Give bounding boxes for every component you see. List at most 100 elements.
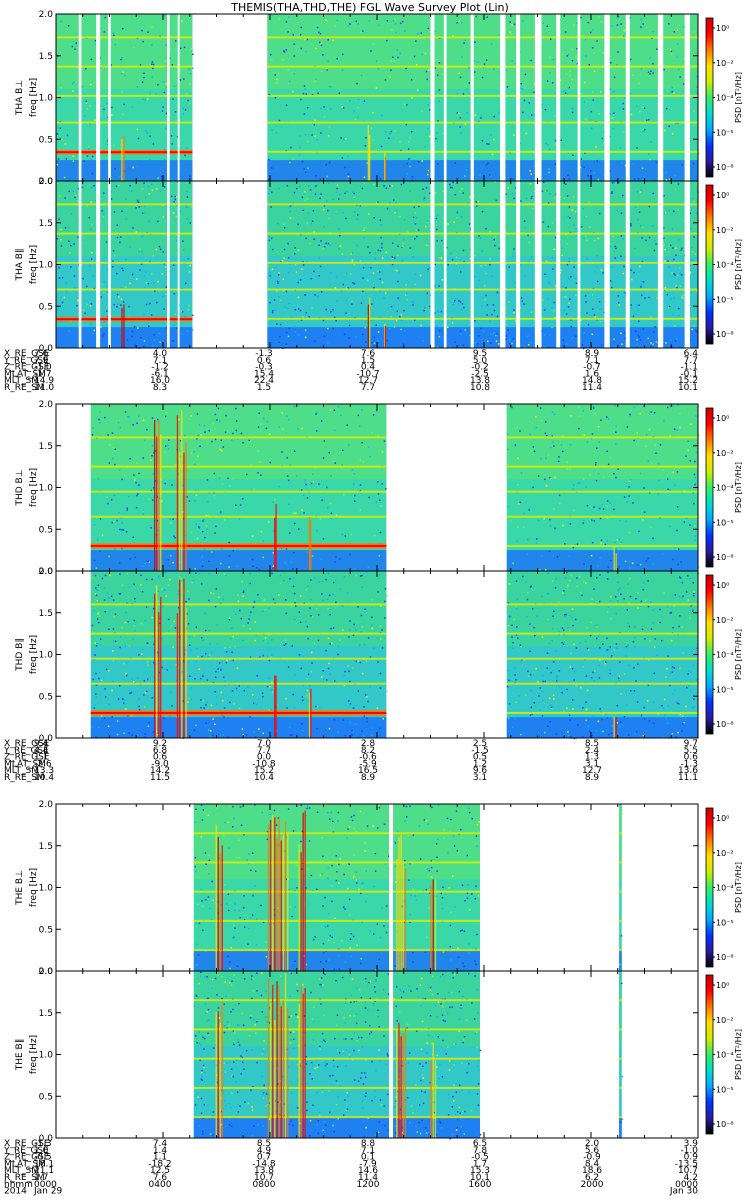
noise-speck: [667, 407, 669, 409]
noise-speck: [636, 344, 638, 346]
noise-speck: [337, 654, 339, 656]
noise-speck: [195, 524, 197, 526]
harmonic-line: [194, 861, 480, 863]
noise-speck: [628, 734, 630, 736]
noise-speck: [608, 606, 610, 608]
noise-speck: [364, 715, 366, 717]
noise-speck: [304, 39, 306, 41]
noise-speck: [665, 718, 667, 720]
noise-speck: [408, 231, 410, 233]
noise-speck: [291, 734, 293, 736]
noise-speck: [548, 172, 550, 174]
noise-speck: [236, 857, 238, 859]
noise-speck: [420, 325, 422, 327]
noise-speck: [618, 302, 620, 304]
noise-speck: [312, 221, 314, 223]
noise-speck: [517, 484, 519, 486]
noise-speck: [550, 721, 552, 723]
noise-speck: [248, 618, 250, 620]
noise-speck: [195, 857, 197, 859]
noise-speck: [99, 411, 101, 413]
noise-speck: [365, 327, 367, 329]
noise-speck: [385, 488, 387, 490]
noise-speck: [327, 812, 329, 814]
noise-speck: [145, 733, 147, 735]
harmonic-line: [619, 832, 622, 834]
noise-speck: [291, 916, 293, 918]
noise-speck: [200, 889, 202, 891]
noise-speck: [467, 112, 469, 114]
noise-speck: [225, 651, 227, 653]
noise-speck: [452, 187, 454, 189]
noise-speck: [667, 489, 669, 491]
noise-speck: [327, 608, 329, 610]
noise-speck: [512, 563, 514, 565]
noise-speck: [90, 229, 92, 231]
noise-speck: [619, 588, 621, 590]
noise-speck: [310, 189, 312, 191]
noise-speck: [381, 629, 383, 631]
noise-speck: [166, 286, 168, 288]
noise-speck: [357, 606, 359, 608]
noise-speck: [317, 812, 319, 814]
noise-speck: [384, 1105, 386, 1107]
noise-speck: [452, 322, 454, 324]
noise-speck: [336, 855, 338, 857]
noise-speck: [94, 330, 96, 332]
noise-speck: [682, 627, 684, 629]
noise-speck: [342, 212, 344, 214]
noise-speck: [108, 670, 110, 672]
noise-speck: [624, 98, 626, 100]
noise-speck: [375, 252, 377, 254]
noise-speck: [136, 423, 138, 425]
noise-speck: [602, 731, 604, 733]
noise-speck: [526, 553, 528, 555]
noise-speck: [669, 489, 671, 491]
noise-speck: [318, 640, 320, 642]
noise-speck: [303, 93, 305, 95]
noise-speck: [437, 839, 439, 841]
noise-speck: [498, 248, 500, 250]
noise-speck: [278, 272, 280, 274]
noise-speck: [170, 523, 172, 525]
noise-speck: [98, 622, 100, 624]
noise-speck: [338, 228, 340, 230]
noise-speck: [509, 21, 511, 23]
noise-speck: [117, 237, 119, 239]
noise-speck: [289, 578, 291, 580]
noise-speck: [630, 690, 632, 692]
noise-speck: [348, 25, 350, 27]
noise-speck: [564, 543, 566, 545]
noise-speck: [399, 316, 401, 318]
noise-speck: [106, 269, 108, 271]
harmonic-line: [56, 289, 192, 291]
noise-speck: [95, 40, 97, 42]
noise-speck: [404, 30, 406, 32]
noise-speck: [233, 924, 235, 926]
noise-speck: [286, 415, 288, 417]
noise-speck: [599, 665, 601, 667]
noise-speck: [378, 25, 380, 27]
noise-speck: [593, 506, 595, 508]
noise-speck: [244, 926, 246, 928]
noise-speck: [107, 434, 109, 436]
noise-speck: [58, 158, 60, 160]
noise-speck: [355, 119, 357, 121]
noise-speck: [202, 1037, 204, 1039]
noise-speck: [632, 562, 634, 564]
noise-speck: [132, 274, 134, 276]
noise-speck: [300, 279, 302, 281]
y-axis-unit: freq [Hz]: [29, 868, 39, 907]
burst-streak: [222, 845, 223, 971]
noise-speck: [162, 106, 164, 108]
noise-speck: [490, 134, 492, 136]
noise-speck: [305, 484, 307, 486]
noise-speck: [272, 568, 274, 570]
colorbar-tick-label: 10⁻²: [716, 226, 734, 235]
noise-speck: [686, 518, 688, 520]
noise-speck: [579, 482, 581, 484]
noise-speck: [615, 444, 617, 446]
noise-speck: [373, 184, 375, 186]
noise-speck: [362, 291, 364, 293]
noise-speck: [515, 445, 517, 447]
